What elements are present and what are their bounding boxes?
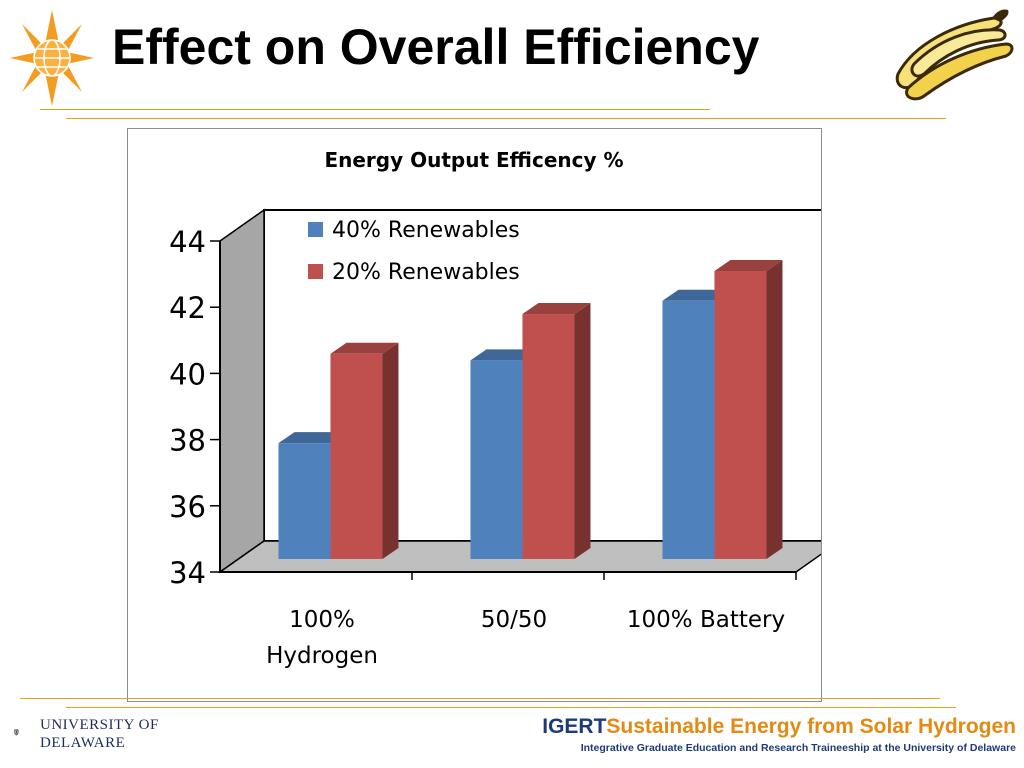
bar [330,353,383,559]
sun-globe-logo-icon [10,10,94,106]
slide-title: Effect on Overall Efficiency [112,19,760,75]
legend-swatch [308,264,323,279]
x-tick-label: 50/50 [481,607,547,633]
bar-top [662,289,731,301]
bar-top [714,260,783,272]
chart-frame: 34 36 38 40 42 44 100% Hydrogen 50/50 100% Batter… [127,128,822,702]
x-tick-label: Hydrogen [266,643,378,669]
program-subtitle: Integrative Graduate Education and Resea… [580,742,1016,754]
bar-top [470,349,539,361]
y-tick-label: 36 [169,490,206,524]
header-rule-top [40,109,710,110]
bar [278,443,331,559]
y-tick-label: 38 [169,424,206,458]
bar [714,271,767,559]
bar-side [766,260,783,559]
university-line1: UNIVERSITY OF [40,717,159,733]
plot-side-wall [219,208,265,574]
y-tick-label: 44 [169,225,206,259]
program-name: Sustainable Energy from Solar Hydrogen [606,715,1016,738]
bar-top [330,342,399,354]
x-tick-label: 100% [289,607,355,633]
university-wordmark: UNIVERSITY OF DELAWARE [40,718,159,751]
banana-clipart-icon [895,9,1014,101]
program-prefix: IGERT [542,715,607,738]
x-tick-label: 100% Battery [627,607,785,633]
chart: 34 36 38 40 42 44 100% Hydrogen 50/50 100% Batter… [169,148,821,669]
bar-side [382,342,399,559]
footer-rule-bottom [66,707,956,708]
header-rule-bottom [66,118,946,119]
bar-top [522,303,591,315]
y-tick-label: 34 [169,556,206,590]
bar-side [574,303,591,559]
university-seal-icon [14,729,19,736]
bar [662,300,715,559]
y-tick-label: 42 [169,291,206,325]
program-title: IGERTSustainable Energy from Solar Hydro… [542,716,1016,737]
legend-label: 20% Renewables [332,260,520,285]
bar-top [278,432,347,444]
legend-label: 40% Renewables [332,218,520,243]
chart-title: Energy Output Efficency % [324,148,623,172]
y-tick-label: 40 [169,357,206,391]
bar [470,360,523,559]
legend-swatch [308,222,323,237]
university-line2: DELAWARE [40,735,126,751]
bar [522,314,575,559]
footer-rule-top [20,698,940,699]
